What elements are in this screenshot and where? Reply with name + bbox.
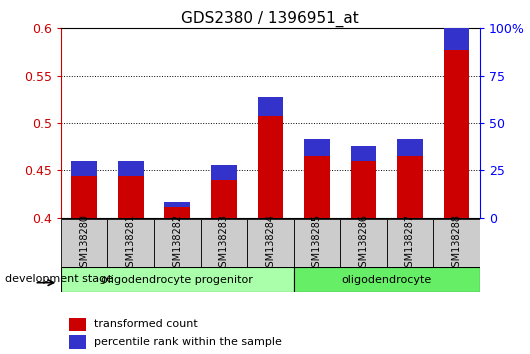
Bar <box>340 219 386 267</box>
Bar <box>247 219 294 267</box>
Bar <box>444 50 469 218</box>
Text: GSM138286: GSM138286 <box>358 214 368 273</box>
Bar <box>108 219 154 267</box>
Text: GSM138281: GSM138281 <box>126 214 136 273</box>
Bar <box>444 12 469 50</box>
Bar <box>69 335 86 349</box>
Bar <box>164 207 190 218</box>
Text: GSM138282: GSM138282 <box>172 214 182 273</box>
Bar <box>211 165 236 180</box>
Text: percentile rank within the sample: percentile rank within the sample <box>94 337 282 347</box>
Bar <box>61 219 108 267</box>
Bar <box>118 161 144 176</box>
Text: oligodendrocyte progenitor: oligodendrocyte progenitor <box>101 275 253 285</box>
Title: GDS2380 / 1396951_at: GDS2380 / 1396951_at <box>181 11 359 27</box>
Bar <box>72 176 97 218</box>
Bar <box>350 161 376 218</box>
Bar <box>164 202 190 207</box>
Text: oligodendrocyte: oligodendrocyte <box>341 275 432 285</box>
Bar <box>258 116 283 218</box>
Bar <box>61 267 294 292</box>
Bar <box>211 180 236 218</box>
Bar <box>386 219 433 267</box>
Text: development stage: development stage <box>5 274 113 284</box>
Bar <box>350 146 376 161</box>
Bar <box>69 318 86 331</box>
Text: transformed count: transformed count <box>94 319 198 329</box>
Text: GSM138283: GSM138283 <box>219 214 229 273</box>
Bar <box>397 139 422 156</box>
Bar <box>304 139 330 156</box>
Text: GSM138280: GSM138280 <box>79 214 89 273</box>
Bar <box>397 156 422 218</box>
Bar <box>258 97 283 116</box>
Text: GSM138287: GSM138287 <box>405 214 415 273</box>
Bar <box>118 176 144 218</box>
Text: GSM138285: GSM138285 <box>312 214 322 273</box>
Text: GSM138284: GSM138284 <box>266 214 275 273</box>
Text: GSM138288: GSM138288 <box>452 214 462 273</box>
Bar <box>294 219 340 267</box>
Bar <box>294 267 480 292</box>
Bar <box>200 219 247 267</box>
Bar <box>433 219 480 267</box>
Bar <box>304 156 330 218</box>
Bar <box>72 161 97 176</box>
Bar <box>154 219 200 267</box>
